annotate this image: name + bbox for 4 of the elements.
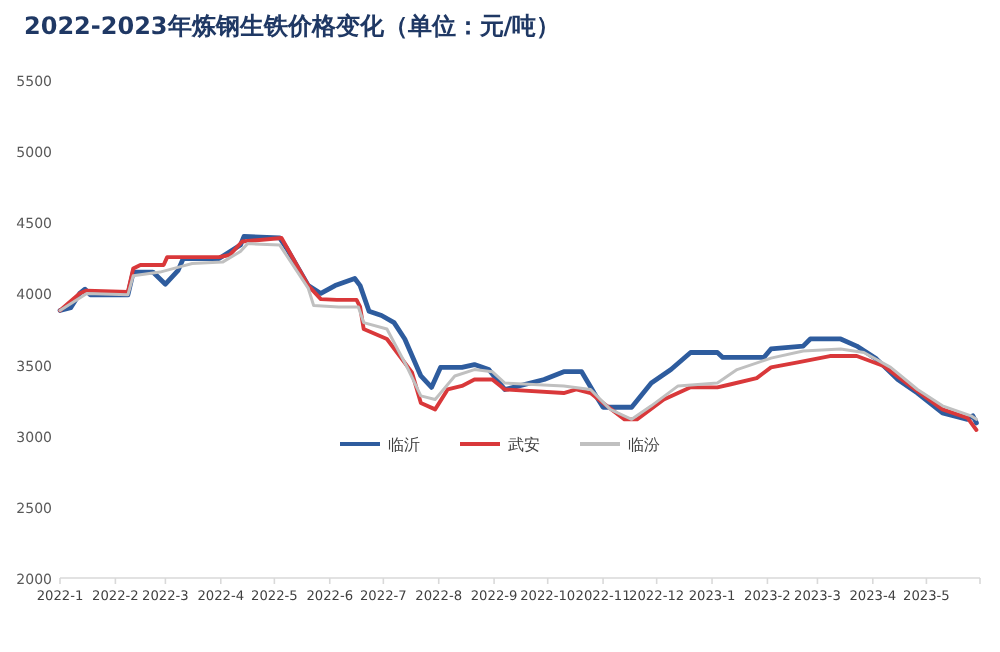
legend-label: 武安 [508,436,540,454]
legend-label: 临沂 [388,436,420,454]
legend-label: 临汾 [628,436,660,454]
title: 2022-2023年炼钢生铁价格变化（单位：元/吨） [24,12,561,40]
